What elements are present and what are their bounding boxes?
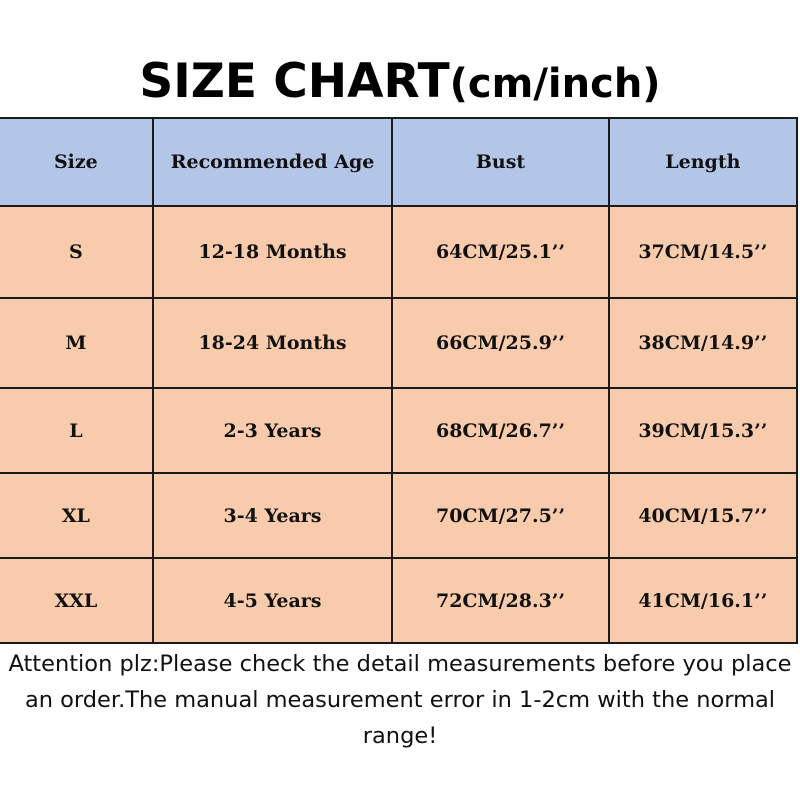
- cell-length: 38CM/14.9’’: [607, 297, 799, 389]
- table-row: S 12-18 Months 64CM/25.1’’ 37CM/14.5’’: [0, 205, 799, 299]
- cell-size: XL: [0, 472, 154, 559]
- cell-bust: 72CM/28.3’’: [391, 557, 610, 644]
- title-unit: (cm/inch): [449, 61, 661, 107]
- cell-length: 41CM/16.1’’: [607, 557, 799, 644]
- header-age: Recommended Age: [151, 117, 394, 207]
- cell-bust: 66CM/25.9’’: [391, 297, 610, 389]
- cell-age: 2-3 Years: [151, 387, 394, 474]
- cell-size: L: [0, 387, 154, 474]
- header-bust: Bust: [391, 117, 610, 207]
- cell-length: 40CM/15.7’’: [607, 472, 799, 559]
- title-main: SIZE CHART: [139, 54, 450, 109]
- page-title: SIZE CHART(cm/inch): [0, 52, 800, 114]
- cell-age: 18-24 Months: [151, 297, 394, 389]
- attention-note: Attention plz:Please check the detail me…: [8, 651, 792, 749]
- cell-bust: 68CM/26.7’’: [391, 387, 610, 474]
- table-row: XXL 4-5 Years 72CM/28.3’’ 41CM/16.1’’: [0, 557, 799, 644]
- cell-size: M: [0, 297, 154, 389]
- cell-length: 37CM/14.5’’: [607, 205, 799, 299]
- header-length: Length: [607, 117, 799, 207]
- cell-bust: 64CM/25.1’’: [391, 205, 610, 299]
- cell-age: 3-4 Years: [151, 472, 394, 559]
- cell-age: 12-18 Months: [151, 205, 394, 299]
- table-header-row: Size Recommended Age Bust Length: [0, 117, 799, 207]
- table-row: M 18-24 Months 66CM/25.9’’ 38CM/14.9’’: [0, 297, 799, 389]
- table-row: L 2-3 Years 68CM/26.7’’ 39CM/15.3’’: [0, 387, 799, 474]
- cell-age: 4-5 Years: [151, 557, 394, 644]
- cell-length: 39CM/15.3’’: [607, 387, 799, 474]
- size-table: Size Recommended Age Bust Length S 12-18 …: [0, 117, 799, 644]
- cell-size: S: [0, 205, 154, 299]
- header-size: Size: [0, 117, 154, 207]
- cell-size: XXL: [0, 557, 154, 644]
- table-row: XL 3-4 Years 70CM/27.5’’ 40CM/15.7’’: [0, 472, 799, 559]
- cell-bust: 70CM/27.5’’: [391, 472, 610, 559]
